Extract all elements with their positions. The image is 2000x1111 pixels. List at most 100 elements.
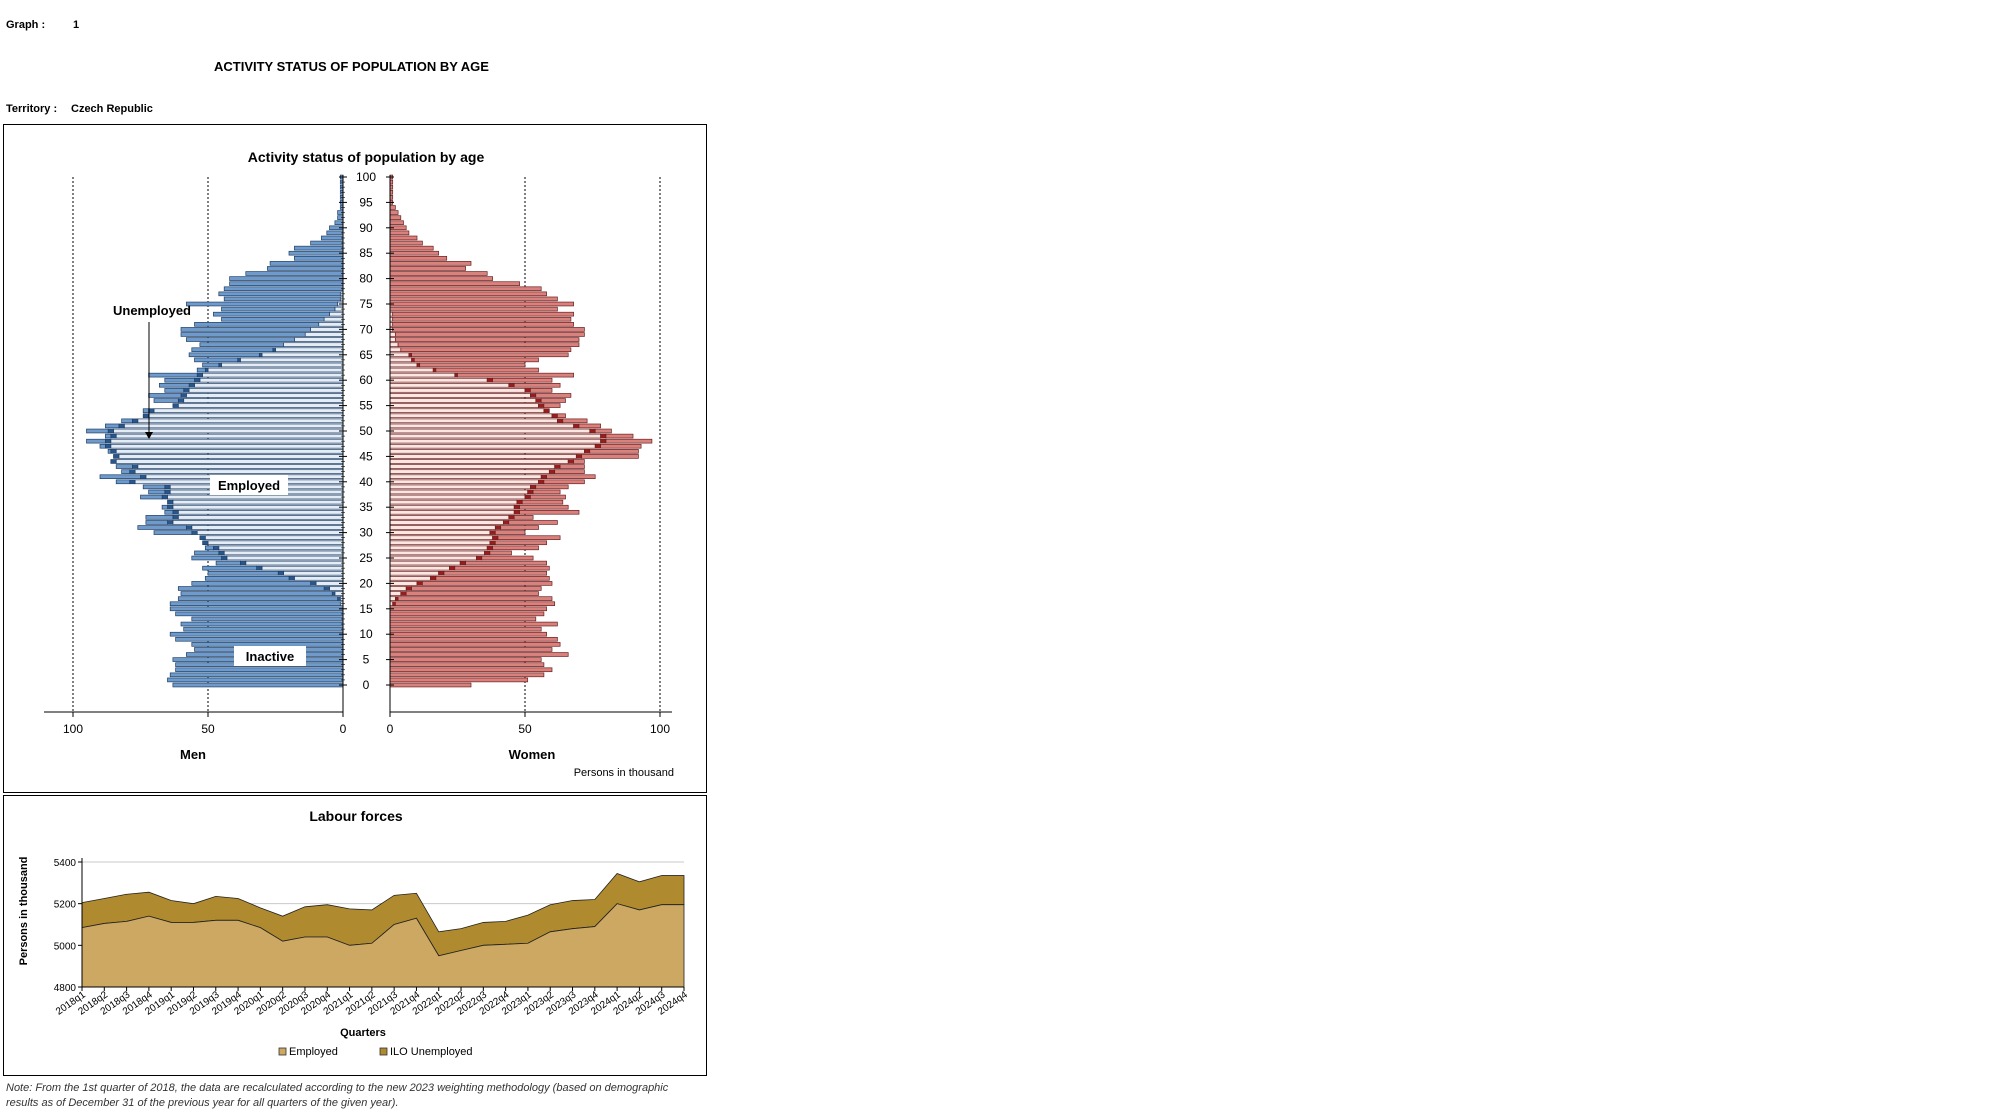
men-inactive-bar: [199, 342, 284, 347]
men-inactive-bar: [105, 433, 112, 439]
women-inactive-bar: [600, 443, 642, 449]
age-tick-label: 65: [359, 348, 373, 362]
women-employed-bar: [389, 443, 596, 449]
men-inactive-bar: [169, 631, 344, 637]
women-unemployed-bar: [524, 388, 531, 393]
women-employed-bar: [389, 423, 574, 429]
legend-unemployed-swatch: [379, 1047, 388, 1056]
men-unemployed-bar: [188, 382, 195, 388]
women-inactive-bar: [578, 423, 601, 429]
men-inactive-bar: [229, 281, 344, 286]
men-employed-bar: [318, 322, 344, 327]
men-unemployed-bar: [218, 550, 225, 556]
women-employed-bar: [389, 413, 553, 419]
women-inactive-bar: [481, 555, 534, 561]
men-axis-label: Men: [180, 747, 206, 762]
women-unemployed-bar: [524, 494, 531, 500]
graph-number: 1: [73, 19, 80, 31]
women-inactive-bar: [397, 596, 553, 601]
women-employed-bar: [389, 479, 539, 485]
women-employed-bar: [389, 596, 396, 601]
women-inactive-bar: [389, 682, 472, 688]
women-inactive-bar: [389, 235, 418, 241]
women-inactive-bar: [519, 504, 569, 510]
men-inactive-bar: [321, 235, 344, 241]
footnote: Note: From the 1st quarter of 2018, the …: [6, 1081, 668, 1111]
pyramid-panel: Activity status of population by age 0 5 1…: [3, 124, 707, 793]
women-inactive-bar: [389, 306, 558, 312]
women-employed-bar: [389, 337, 396, 342]
men-employed-bar: [188, 388, 344, 393]
labour-panel: Labour forces 4800 5000 5200 5400 2018q1 2018…: [3, 795, 707, 1076]
women-employed-bar: [389, 459, 569, 464]
men-employed-bar: [194, 382, 344, 388]
men-employed-bar: [191, 525, 344, 530]
men-employed-bar: [207, 540, 344, 546]
women-inactive-bar: [389, 281, 520, 286]
men-employed-bar: [218, 545, 344, 551]
men-employed-bar: [153, 408, 344, 413]
women-inactive-bar: [589, 449, 639, 454]
men-employed-bar: [148, 413, 344, 419]
women-x-tick-label: 0: [387, 722, 394, 736]
men-employed-bar: [115, 449, 344, 454]
women-inactive-bar: [389, 631, 547, 637]
men-inactive-bar: [194, 357, 239, 363]
age-tick-label: 50: [359, 424, 373, 438]
men-unemployed-bar: [337, 596, 341, 601]
men-inactive-bar: [207, 570, 279, 576]
women-unemployed-bar: [538, 403, 545, 408]
men-inactive-bar: [180, 332, 306, 337]
age-tick-label: 95: [359, 195, 373, 209]
women-employed-bar: [389, 581, 418, 586]
women-inactive-bar: [389, 230, 410, 236]
women-inactive-bar: [397, 342, 580, 347]
men-employed-bar: [240, 357, 344, 363]
men-inactive-bar: [172, 682, 344, 688]
men-inactive-bar: [164, 509, 174, 515]
women-employed-bar: [389, 474, 542, 480]
men-inactive-bar: [180, 327, 311, 332]
women-inactive-bar: [389, 296, 558, 302]
men-unemployed-bar: [288, 576, 295, 581]
men-employed-bar: [261, 565, 344, 571]
women-employed-bar: [389, 570, 439, 576]
men-inactive-bar: [215, 560, 241, 566]
women-inactive-bar: [508, 520, 558, 525]
men-inactive-bar: [86, 428, 109, 434]
men-unemployed-bar: [199, 535, 206, 540]
women-inactive-bar: [521, 499, 564, 505]
age-tick-label: 20: [359, 576, 373, 590]
women-inactive-bar: [457, 372, 574, 378]
women-inactive-bar: [581, 454, 639, 459]
men-inactive-bar: [105, 423, 120, 429]
women-unemployed-bar: [513, 509, 520, 515]
age-tick-label: 60: [359, 373, 373, 387]
women-inactive-bar: [389, 266, 466, 271]
women-unemployed-bar: [432, 367, 437, 373]
women-inactive-bar: [389, 291, 547, 297]
men-unemployed-bar: [140, 474, 147, 480]
women-employed-bar: [389, 520, 504, 525]
women-employed-bar: [389, 484, 531, 490]
territory-label: Territory :: [6, 103, 58, 115]
women-inactive-bar: [519, 509, 580, 515]
women-inactive-bar: [494, 540, 547, 546]
graph-label: Graph :: [6, 19, 46, 31]
men-unemployed-bar: [221, 555, 228, 561]
women-unemployed-bar: [527, 489, 534, 495]
age-tick-label: 35: [359, 500, 373, 514]
women-inactive-bar: [389, 261, 472, 266]
men-employed-bar: [199, 377, 344, 383]
men-inactive-bar: [202, 362, 220, 368]
men-inactive-bar: [140, 494, 163, 500]
men-inactive-bar: [148, 372, 198, 378]
women-inactive-bar: [389, 647, 553, 652]
men-inactive-bar: [175, 636, 344, 642]
men-unemployed-bar: [110, 459, 117, 464]
women-unemployed-bar: [454, 372, 458, 378]
men-unemployed-bar: [258, 352, 263, 358]
women-inactive-bar: [494, 530, 526, 535]
women-inactive-bar: [389, 250, 439, 256]
men-inactive-bar: [186, 337, 295, 342]
